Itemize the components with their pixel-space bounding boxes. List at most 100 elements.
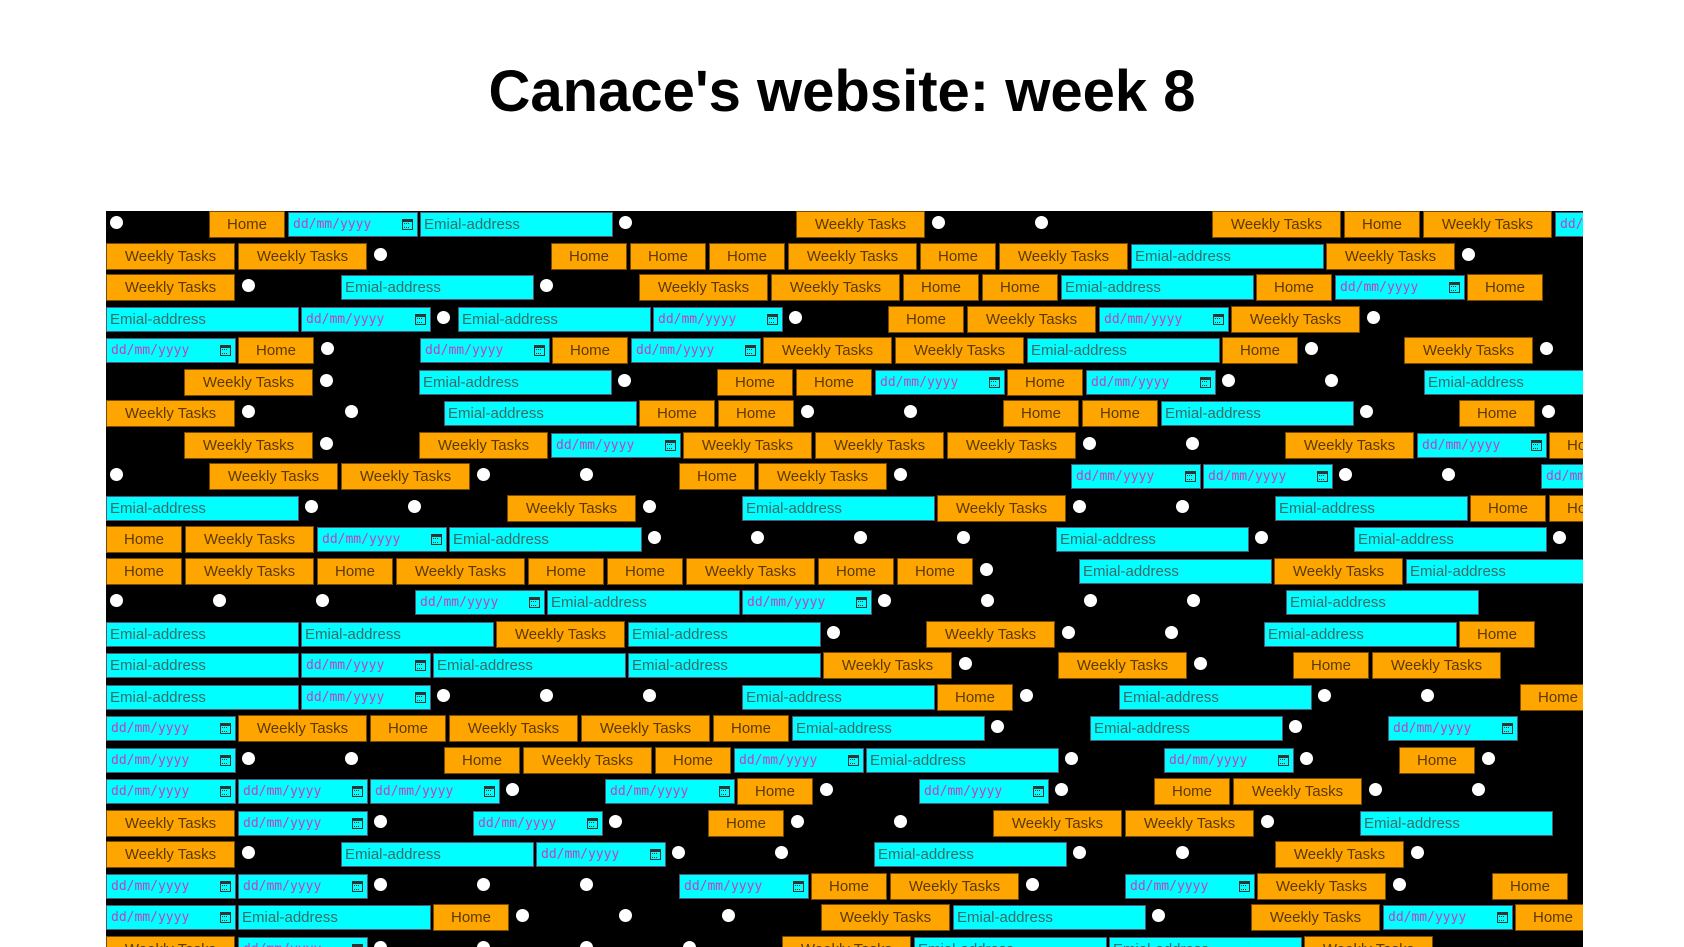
calendar-icon[interactable] bbox=[220, 754, 231, 766]
weekly-tasks-button[interactable]: Weekly Tasks bbox=[796, 211, 925, 238]
calendar-icon[interactable] bbox=[745, 345, 756, 356]
radio-button[interactable] bbox=[980, 562, 993, 576]
email-input[interactable] bbox=[301, 621, 494, 647]
home-button[interactable]: Home bbox=[1082, 400, 1158, 427]
calendar-icon[interactable] bbox=[415, 691, 426, 703]
home-button[interactable]: Home bbox=[903, 274, 979, 301]
radio-button[interactable] bbox=[957, 531, 970, 544]
home-button[interactable]: Home bbox=[982, 274, 1058, 301]
calendar-icon[interactable] bbox=[220, 912, 231, 923]
radio-button[interactable] bbox=[1165, 625, 1178, 639]
date-input[interactable]: dd/mm/yyyy bbox=[1125, 873, 1255, 899]
weekly-tasks-button[interactable]: Weekly Tasks bbox=[1275, 841, 1404, 868]
radio-button[interactable] bbox=[374, 247, 387, 261]
email-input[interactable] bbox=[547, 590, 740, 615]
date-input[interactable]: dd/mm/yyyy bbox=[415, 590, 545, 615]
weekly-tasks-button[interactable]: Weekly Tasks bbox=[106, 242, 235, 270]
weekly-tasks-button[interactable]: Weekly Tasks bbox=[106, 935, 235, 947]
radio-button[interactable] bbox=[437, 688, 450, 702]
radio-button[interactable] bbox=[345, 751, 358, 765]
radio-button[interactable] bbox=[477, 877, 490, 891]
calendar-icon[interactable] bbox=[529, 597, 540, 608]
radio-button[interactable] bbox=[1187, 594, 1200, 607]
radio-button[interactable] bbox=[894, 468, 907, 481]
radio-button[interactable] bbox=[477, 940, 490, 947]
date-input[interactable]: dd/mm/yyyy bbox=[106, 873, 236, 899]
home-button[interactable]: Home bbox=[737, 778, 813, 805]
radio-button[interactable] bbox=[1186, 436, 1199, 450]
radio-button[interactable] bbox=[242, 405, 255, 418]
home-button[interactable]: Home bbox=[444, 746, 520, 774]
email-input[interactable] bbox=[1264, 621, 1457, 647]
weekly-tasks-button[interactable]: Weekly Tasks bbox=[1404, 337, 1533, 364]
date-input[interactable]: dd/mm/yyyy bbox=[106, 338, 236, 363]
radio-button[interactable] bbox=[1035, 216, 1048, 229]
date-input[interactable]: dd/mm/yyyy bbox=[301, 306, 431, 332]
weekly-tasks-button[interactable]: Weekly Tasks bbox=[1274, 557, 1403, 585]
date-input[interactable]: dd/mm/yyyy bbox=[1417, 432, 1547, 458]
email-input[interactable] bbox=[914, 936, 1107, 947]
calendar-icon[interactable] bbox=[352, 880, 363, 892]
weekly-tasks-button[interactable]: Weekly Tasks bbox=[238, 242, 367, 270]
radio-button[interactable] bbox=[540, 688, 553, 702]
email-input[interactable] bbox=[874, 842, 1067, 867]
weekly-tasks-button[interactable]: Weekly Tasks bbox=[1423, 211, 1552, 238]
radio-button[interactable] bbox=[1339, 468, 1352, 481]
home-button[interactable]: Home bbox=[1344, 211, 1420, 238]
date-input[interactable]: dd/mm/yyyy bbox=[919, 779, 1049, 804]
email-input[interactable] bbox=[458, 306, 651, 332]
date-input[interactable]: dd/mm/yyyy bbox=[605, 779, 735, 804]
radio-button[interactable] bbox=[408, 499, 421, 513]
weekly-tasks-button[interactable]: Weekly Tasks bbox=[926, 620, 1055, 648]
calendar-icon[interactable] bbox=[352, 786, 363, 797]
radio-button[interactable] bbox=[609, 814, 622, 828]
calendar-icon[interactable] bbox=[1449, 282, 1460, 293]
calendar-icon[interactable] bbox=[1497, 912, 1508, 923]
home-button[interactable]: Home bbox=[639, 400, 715, 427]
weekly-tasks-button[interactable]: Weekly Tasks bbox=[1058, 652, 1187, 679]
calendar-icon[interactable] bbox=[415, 660, 426, 671]
calendar-icon[interactable] bbox=[431, 534, 442, 545]
home-button[interactable]: Home bbox=[1222, 337, 1298, 364]
radio-button[interactable] bbox=[580, 468, 593, 481]
email-input[interactable] bbox=[1360, 810, 1553, 836]
weekly-tasks-button[interactable]: Weekly Tasks bbox=[184, 431, 313, 459]
radio-button[interactable] bbox=[894, 814, 907, 828]
email-input[interactable] bbox=[1027, 338, 1220, 363]
weekly-tasks-button[interactable]: Weekly Tasks bbox=[683, 431, 812, 459]
weekly-tasks-button[interactable]: Weekly Tasks bbox=[507, 494, 636, 522]
home-button[interactable]: Home bbox=[796, 368, 872, 396]
email-input[interactable] bbox=[792, 716, 985, 741]
home-button[interactable]: Home bbox=[888, 305, 964, 333]
radio-button[interactable] bbox=[1421, 688, 1434, 702]
date-input[interactable]: dd/mm/yyyy bbox=[1541, 464, 1583, 489]
home-button[interactable]: Home bbox=[1549, 494, 1583, 522]
weekly-tasks-button[interactable]: Weekly Tasks bbox=[1326, 242, 1455, 270]
home-button[interactable]: Home bbox=[717, 368, 793, 396]
home-button[interactable]: Home bbox=[238, 337, 314, 364]
email-input[interactable] bbox=[341, 842, 534, 867]
date-input[interactable]: dd/mm/yyyy bbox=[1203, 464, 1333, 489]
radio-button[interactable] bbox=[477, 468, 490, 481]
home-button[interactable]: Home bbox=[106, 557, 182, 585]
calendar-icon[interactable] bbox=[767, 313, 778, 325]
weekly-tasks-button[interactable]: Weekly Tasks bbox=[496, 620, 625, 648]
weekly-tasks-button[interactable]: Weekly Tasks bbox=[184, 368, 313, 396]
weekly-tasks-button[interactable]: Weekly Tasks bbox=[999, 242, 1128, 270]
radio-button[interactable] bbox=[580, 877, 593, 891]
radio-button[interactable] bbox=[110, 468, 123, 481]
email-input[interactable] bbox=[1424, 369, 1583, 395]
calendar-icon[interactable] bbox=[650, 849, 661, 860]
radio-button[interactable] bbox=[991, 720, 1004, 733]
radio-button[interactable] bbox=[1073, 846, 1086, 859]
radio-button[interactable] bbox=[242, 279, 255, 292]
email-input[interactable] bbox=[444, 401, 637, 426]
calendar-icon[interactable] bbox=[856, 597, 867, 608]
email-input[interactable] bbox=[106, 495, 299, 521]
weekly-tasks-button[interactable]: Weekly Tasks bbox=[1304, 935, 1433, 947]
calendar-icon[interactable] bbox=[1213, 313, 1224, 325]
radio-button[interactable] bbox=[321, 342, 334, 355]
weekly-tasks-button[interactable]: Weekly Tasks bbox=[639, 274, 768, 301]
weekly-tasks-button[interactable]: Weekly Tasks bbox=[185, 557, 314, 585]
home-button[interactable]: Home bbox=[1467, 274, 1543, 301]
